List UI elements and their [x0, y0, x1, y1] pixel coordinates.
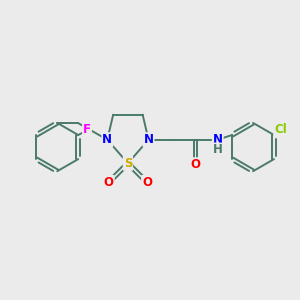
- Text: N: N: [213, 133, 223, 146]
- Text: Cl: Cl: [274, 124, 287, 136]
- Text: O: O: [190, 158, 201, 171]
- Text: S: S: [124, 157, 132, 170]
- Text: N: N: [143, 133, 154, 146]
- Text: F: F: [83, 123, 91, 136]
- Text: H: H: [213, 143, 223, 157]
- Text: N: N: [102, 133, 112, 146]
- Text: O: O: [142, 176, 152, 189]
- Text: O: O: [104, 176, 114, 189]
